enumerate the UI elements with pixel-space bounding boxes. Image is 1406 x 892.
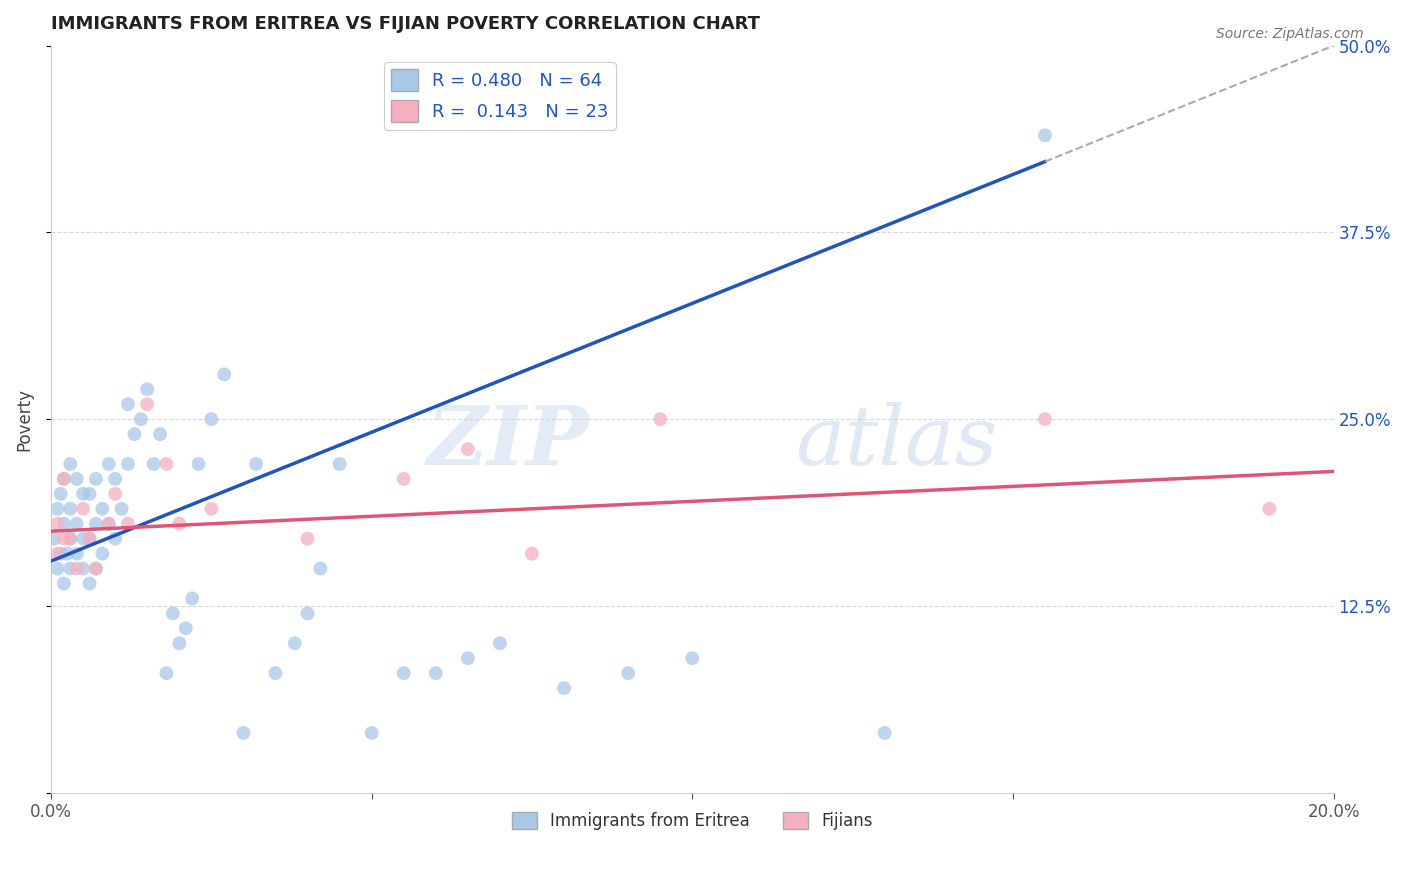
Point bbox=[617, 666, 640, 681]
Point bbox=[457, 442, 479, 456]
Point bbox=[169, 636, 191, 650]
Point bbox=[79, 576, 101, 591]
Point bbox=[66, 561, 89, 575]
Point bbox=[52, 516, 75, 531]
Point bbox=[52, 576, 75, 591]
Point bbox=[284, 636, 307, 650]
Point bbox=[59, 501, 82, 516]
Point bbox=[174, 621, 197, 635]
Point bbox=[124, 427, 146, 442]
Point bbox=[392, 666, 415, 681]
Point bbox=[650, 412, 672, 426]
Point bbox=[169, 516, 191, 531]
Point bbox=[104, 532, 127, 546]
Point bbox=[72, 487, 94, 501]
Point bbox=[117, 397, 139, 411]
Point bbox=[104, 487, 127, 501]
Point bbox=[110, 501, 132, 516]
Point bbox=[59, 457, 82, 471]
Text: Source: ZipAtlas.com: Source: ZipAtlas.com bbox=[1216, 27, 1364, 41]
Point bbox=[245, 457, 267, 471]
Point bbox=[212, 368, 235, 382]
Point bbox=[117, 516, 139, 531]
Point bbox=[360, 726, 382, 740]
Point bbox=[457, 651, 479, 665]
Point bbox=[46, 561, 69, 575]
Point bbox=[117, 457, 139, 471]
Point bbox=[155, 666, 177, 681]
Point bbox=[66, 516, 89, 531]
Point bbox=[49, 547, 72, 561]
Point bbox=[79, 532, 101, 546]
Point bbox=[181, 591, 204, 606]
Point bbox=[79, 532, 101, 546]
Point bbox=[46, 547, 69, 561]
Point bbox=[59, 561, 82, 575]
Point bbox=[1033, 412, 1056, 426]
Point bbox=[297, 607, 319, 621]
Text: ZIP: ZIP bbox=[427, 401, 589, 482]
Point bbox=[84, 561, 107, 575]
Point bbox=[59, 532, 82, 546]
Point bbox=[104, 472, 127, 486]
Point bbox=[309, 561, 332, 575]
Point bbox=[1033, 128, 1056, 143]
Point bbox=[52, 472, 75, 486]
Point bbox=[97, 457, 120, 471]
Point bbox=[56, 547, 79, 561]
Point bbox=[681, 651, 703, 665]
Point bbox=[200, 501, 222, 516]
Point bbox=[97, 516, 120, 531]
Point bbox=[44, 532, 66, 546]
Point bbox=[72, 532, 94, 546]
Point bbox=[84, 516, 107, 531]
Point bbox=[200, 412, 222, 426]
Point bbox=[392, 472, 415, 486]
Text: atlas: atlas bbox=[794, 401, 997, 482]
Point bbox=[155, 457, 177, 471]
Point bbox=[66, 547, 89, 561]
Point bbox=[232, 726, 254, 740]
Point bbox=[66, 472, 89, 486]
Point bbox=[72, 501, 94, 516]
Point bbox=[329, 457, 352, 471]
Point bbox=[72, 561, 94, 575]
Point bbox=[91, 547, 114, 561]
Point bbox=[1258, 501, 1281, 516]
Point bbox=[489, 636, 512, 650]
Point bbox=[162, 607, 184, 621]
Point bbox=[142, 457, 165, 471]
Point bbox=[97, 516, 120, 531]
Point bbox=[187, 457, 209, 471]
Legend: Immigrants from Eritrea, Fijians: Immigrants from Eritrea, Fijians bbox=[505, 805, 880, 837]
Point bbox=[873, 726, 896, 740]
Point bbox=[46, 516, 69, 531]
Point bbox=[136, 382, 159, 396]
Point bbox=[49, 487, 72, 501]
Point bbox=[52, 532, 75, 546]
Point bbox=[520, 547, 543, 561]
Point bbox=[129, 412, 152, 426]
Point bbox=[553, 681, 575, 695]
Point bbox=[91, 501, 114, 516]
Point bbox=[425, 666, 447, 681]
Point bbox=[59, 532, 82, 546]
Text: IMMIGRANTS FROM ERITREA VS FIJIAN POVERTY CORRELATION CHART: IMMIGRANTS FROM ERITREA VS FIJIAN POVERT… bbox=[51, 15, 761, 33]
Point bbox=[136, 397, 159, 411]
Point bbox=[46, 501, 69, 516]
Point bbox=[84, 561, 107, 575]
Y-axis label: Poverty: Poverty bbox=[15, 388, 32, 450]
Point bbox=[264, 666, 287, 681]
Point bbox=[79, 487, 101, 501]
Point bbox=[84, 472, 107, 486]
Point bbox=[149, 427, 172, 442]
Point bbox=[52, 472, 75, 486]
Point bbox=[297, 532, 319, 546]
